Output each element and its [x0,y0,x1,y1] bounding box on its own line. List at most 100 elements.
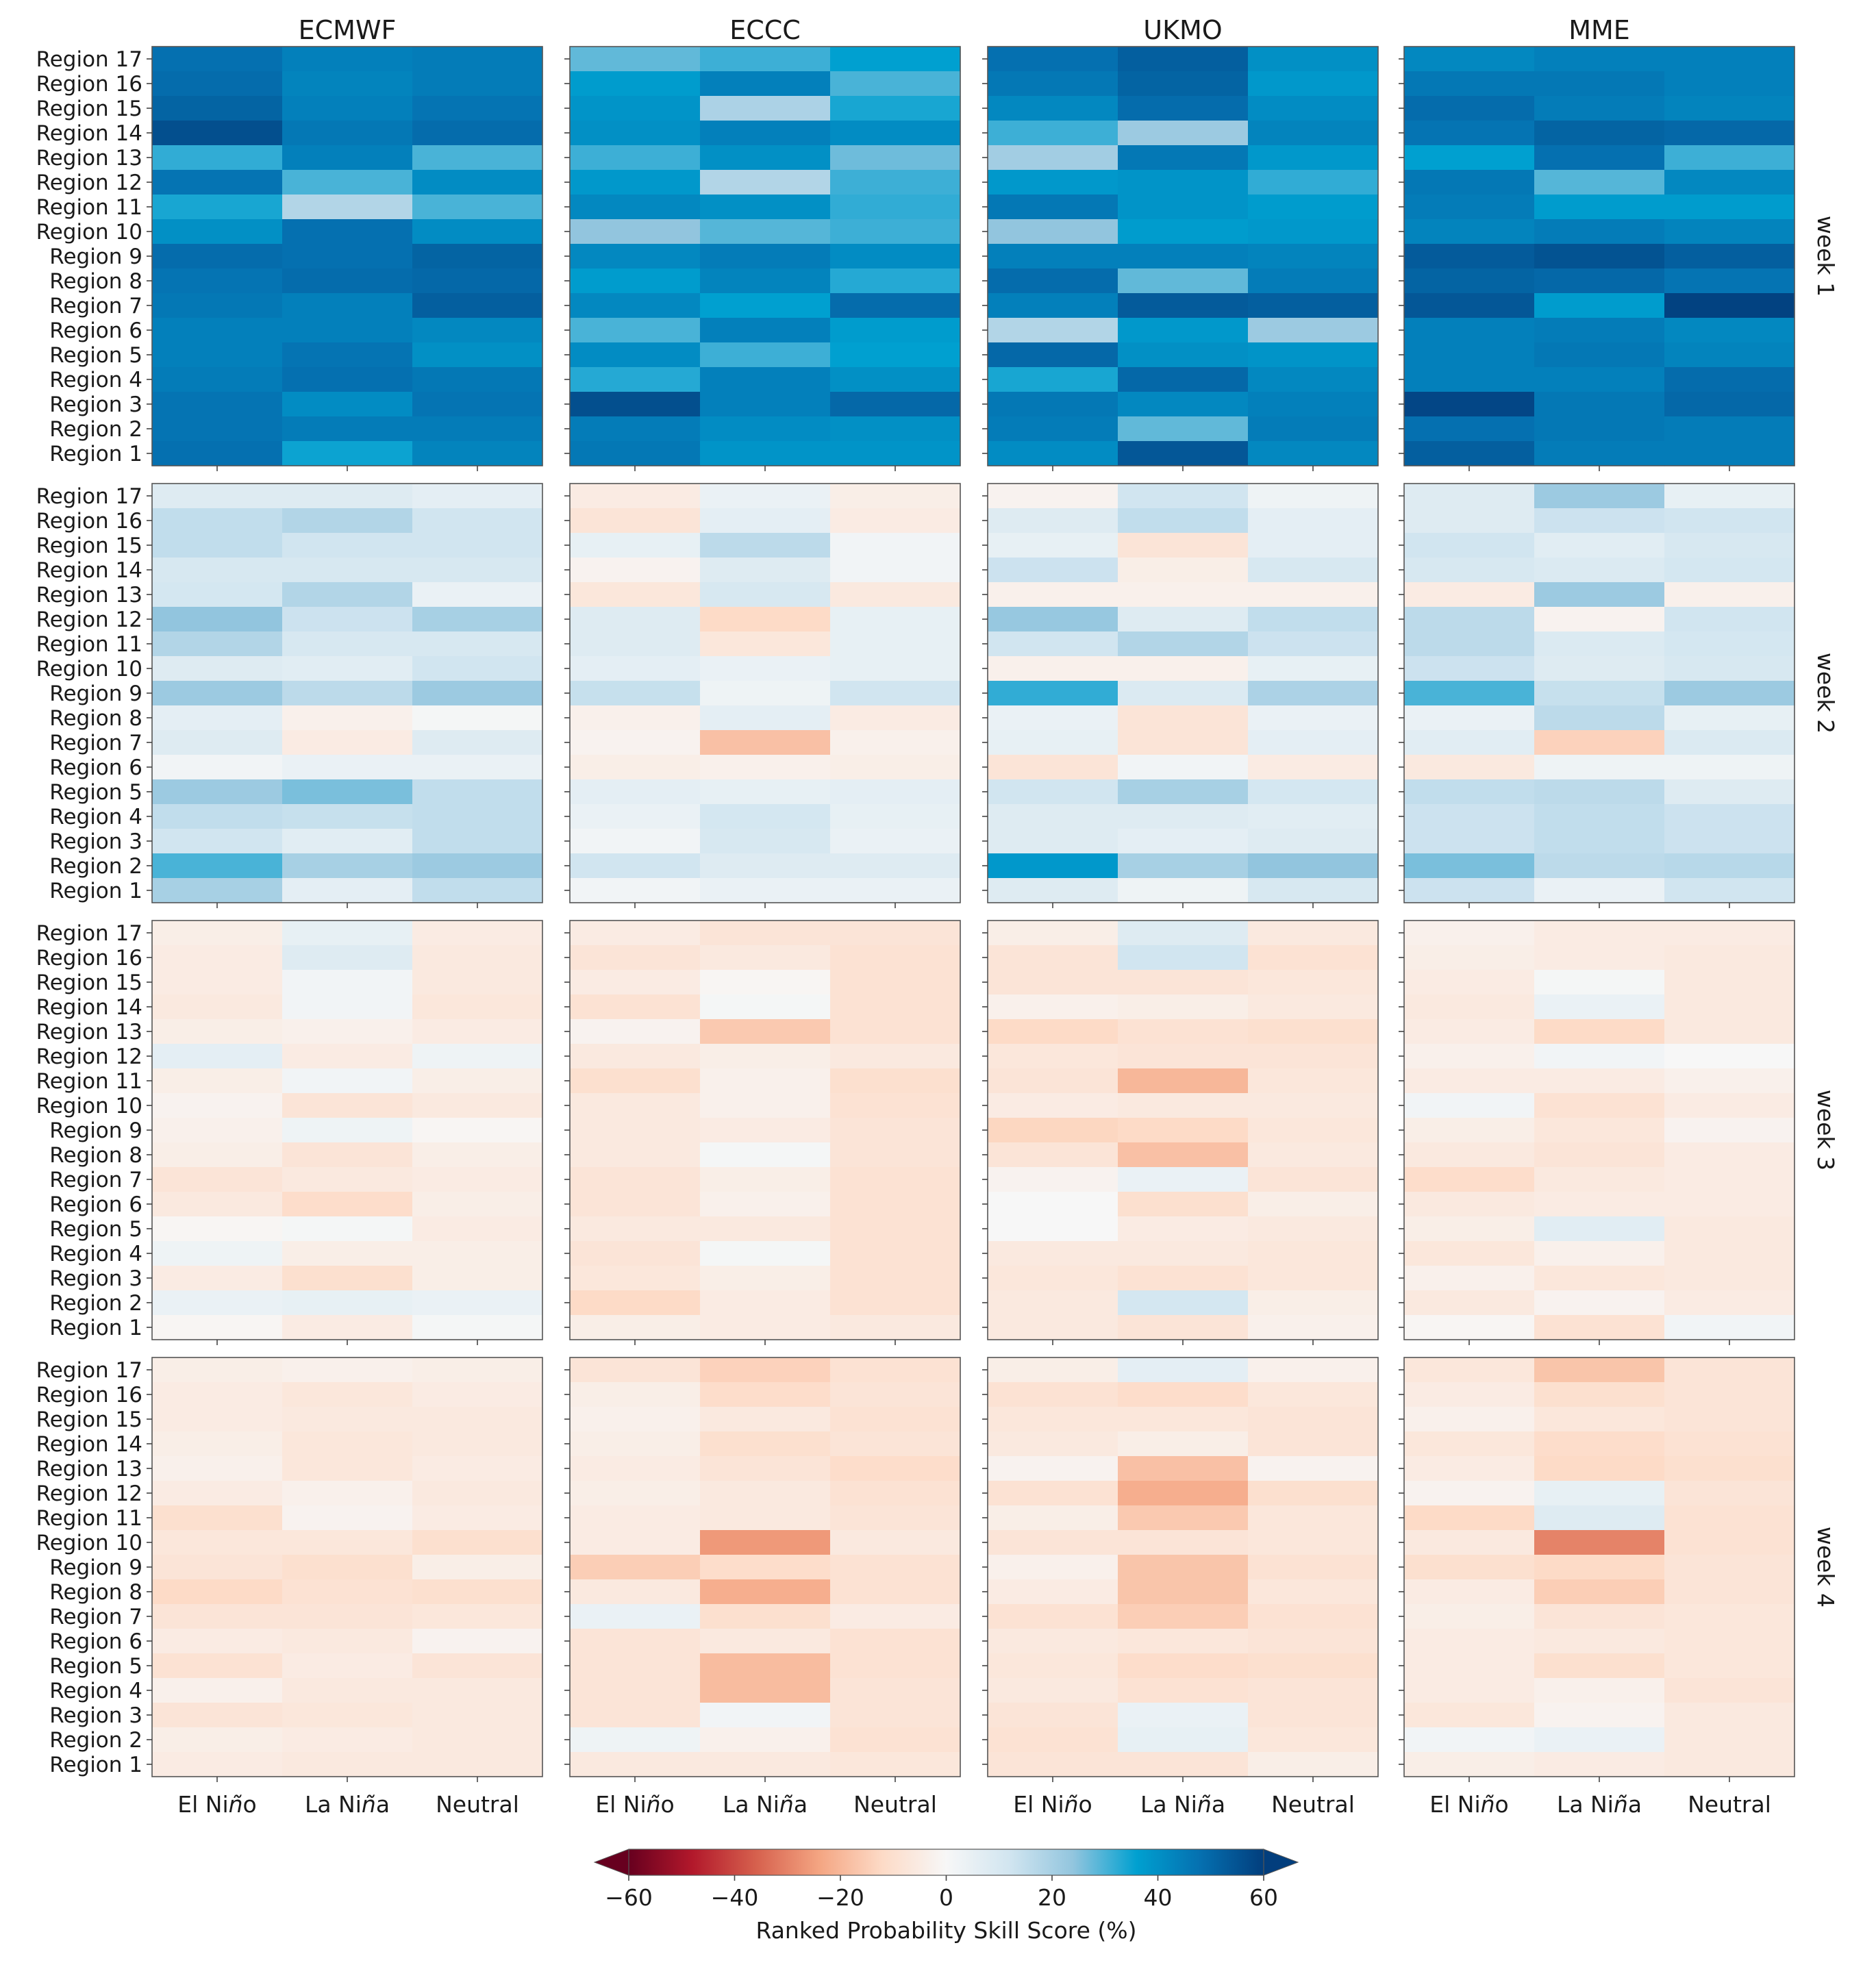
heatmap-cell [1404,1357,1535,1383]
heatmap-cell [700,1555,831,1580]
heatmap-cell [988,656,1118,681]
heatmap-cell [282,582,413,608]
heatmap-cell [1118,558,1249,583]
heatmap-cell [412,994,543,1020]
heatmap-cell [830,1241,961,1266]
heatmap-cell [1248,533,1379,558]
heatmap-cell [412,582,543,608]
heatmap-cell [988,1456,1118,1481]
heatmap-cell [152,1118,283,1143]
heatmap-cell [830,1118,961,1143]
region-label: Region 6 [49,755,142,780]
heatmap-cell [988,558,1118,583]
category-label-accent: ñ [1197,1791,1212,1818]
heatmap-cell [700,705,831,731]
heatmap-cell [570,656,701,681]
heatmap-cell [1664,367,1795,392]
heatmap-cell [700,1727,831,1753]
heatmap-cell [1404,219,1535,245]
region-label: Region 10 [36,1531,142,1555]
heatmap-cell [282,508,413,534]
heatmap-cell [1664,558,1795,583]
heatmap-cell [700,1629,831,1654]
heatmap-cell [1664,1216,1795,1242]
heatmap-cell [282,1629,413,1654]
region-label: Region 7 [49,731,142,755]
heatmap-cell [282,1505,413,1531]
heatmap-cell [412,1629,543,1654]
heatmap-cell [570,219,701,245]
heatmap-cell [1404,1266,1535,1291]
category-label: La Niña [1140,1791,1225,1818]
region-label: Region 5 [49,1654,142,1679]
heatmap-cell [1404,1290,1535,1316]
heatmap-cell [1248,853,1379,879]
heatmap-cell [570,779,701,805]
region-label: Region 11 [36,1069,142,1094]
heatmap-cell [412,342,543,368]
heatmap-cell [1118,1456,1249,1481]
heatmap-cell [152,804,283,829]
heatmap-cell [700,1505,831,1531]
heatmap-cell [152,631,283,657]
heatmap-cell [1404,416,1535,442]
heatmap-cell [988,804,1118,829]
heatmap-cell [412,1703,543,1728]
heatmap-cell [700,1290,831,1316]
heatmap-cell [1118,268,1249,294]
heatmap-cell [1664,533,1795,558]
heatmap-cell [412,853,543,879]
heatmap-cell [1404,631,1535,657]
heatmap-cell [570,533,701,558]
heatmap-cell [282,755,413,780]
heatmap-cell [570,392,701,417]
heatmap-cell [152,1266,283,1291]
region-label: Region 2 [49,1291,142,1316]
category-label-base: La Ni [1557,1791,1614,1818]
heatmap-cell [1404,1216,1535,1242]
heatmap-cell [152,1431,283,1457]
heatmap-cell [988,1703,1118,1728]
region-label: Region 16 [36,946,142,971]
region-label: Region 5 [49,1217,142,1242]
heatmap-cell [1664,1752,1795,1777]
heatmap-cell [700,558,831,583]
heatmap-cell [830,1093,961,1118]
heatmap-cell [1664,1407,1795,1432]
heatmap-cell [1404,853,1535,879]
heatmap-cell [282,1167,413,1192]
heatmap-cell [1118,1678,1249,1703]
region-label: Region 8 [49,706,142,731]
region-label: Region 12 [36,608,142,632]
heatmap-cell [1248,484,1379,509]
heatmap-cell [1404,804,1535,829]
heatmap-cell [1248,1505,1379,1531]
heatmap-cell [988,1555,1118,1580]
heatmap-cell [830,779,961,805]
model-title: UKMO [1143,15,1222,45]
heatmap-cell [988,1431,1118,1457]
heatmap-cell [988,121,1118,146]
heatmap-cell [830,441,961,466]
heatmap-cell [988,607,1118,632]
heatmap-cell [152,1604,283,1629]
heatmap-cell [1118,1653,1249,1679]
heatmap-cell [570,1629,701,1654]
heatmap-cell [570,1431,701,1457]
heatmap-cell [1534,656,1665,681]
heatmap-cell [988,318,1118,343]
heatmap-cell [282,219,413,245]
heatmap-cell [1664,121,1795,146]
heatmap-cell [282,631,413,657]
heatmap-cell [700,293,831,318]
heatmap-cell [152,1382,283,1407]
heatmap-cell [1534,416,1665,442]
heatmap-cell [830,96,961,121]
heatmap-cell [1248,121,1379,146]
heatmap-cell [700,1357,831,1383]
heatmap-cell [152,779,283,805]
heatmap-cell [1664,994,1795,1020]
heatmap-cell [830,681,961,706]
heatmap-cell [830,1044,961,1069]
heatmap-cell [1248,631,1379,657]
